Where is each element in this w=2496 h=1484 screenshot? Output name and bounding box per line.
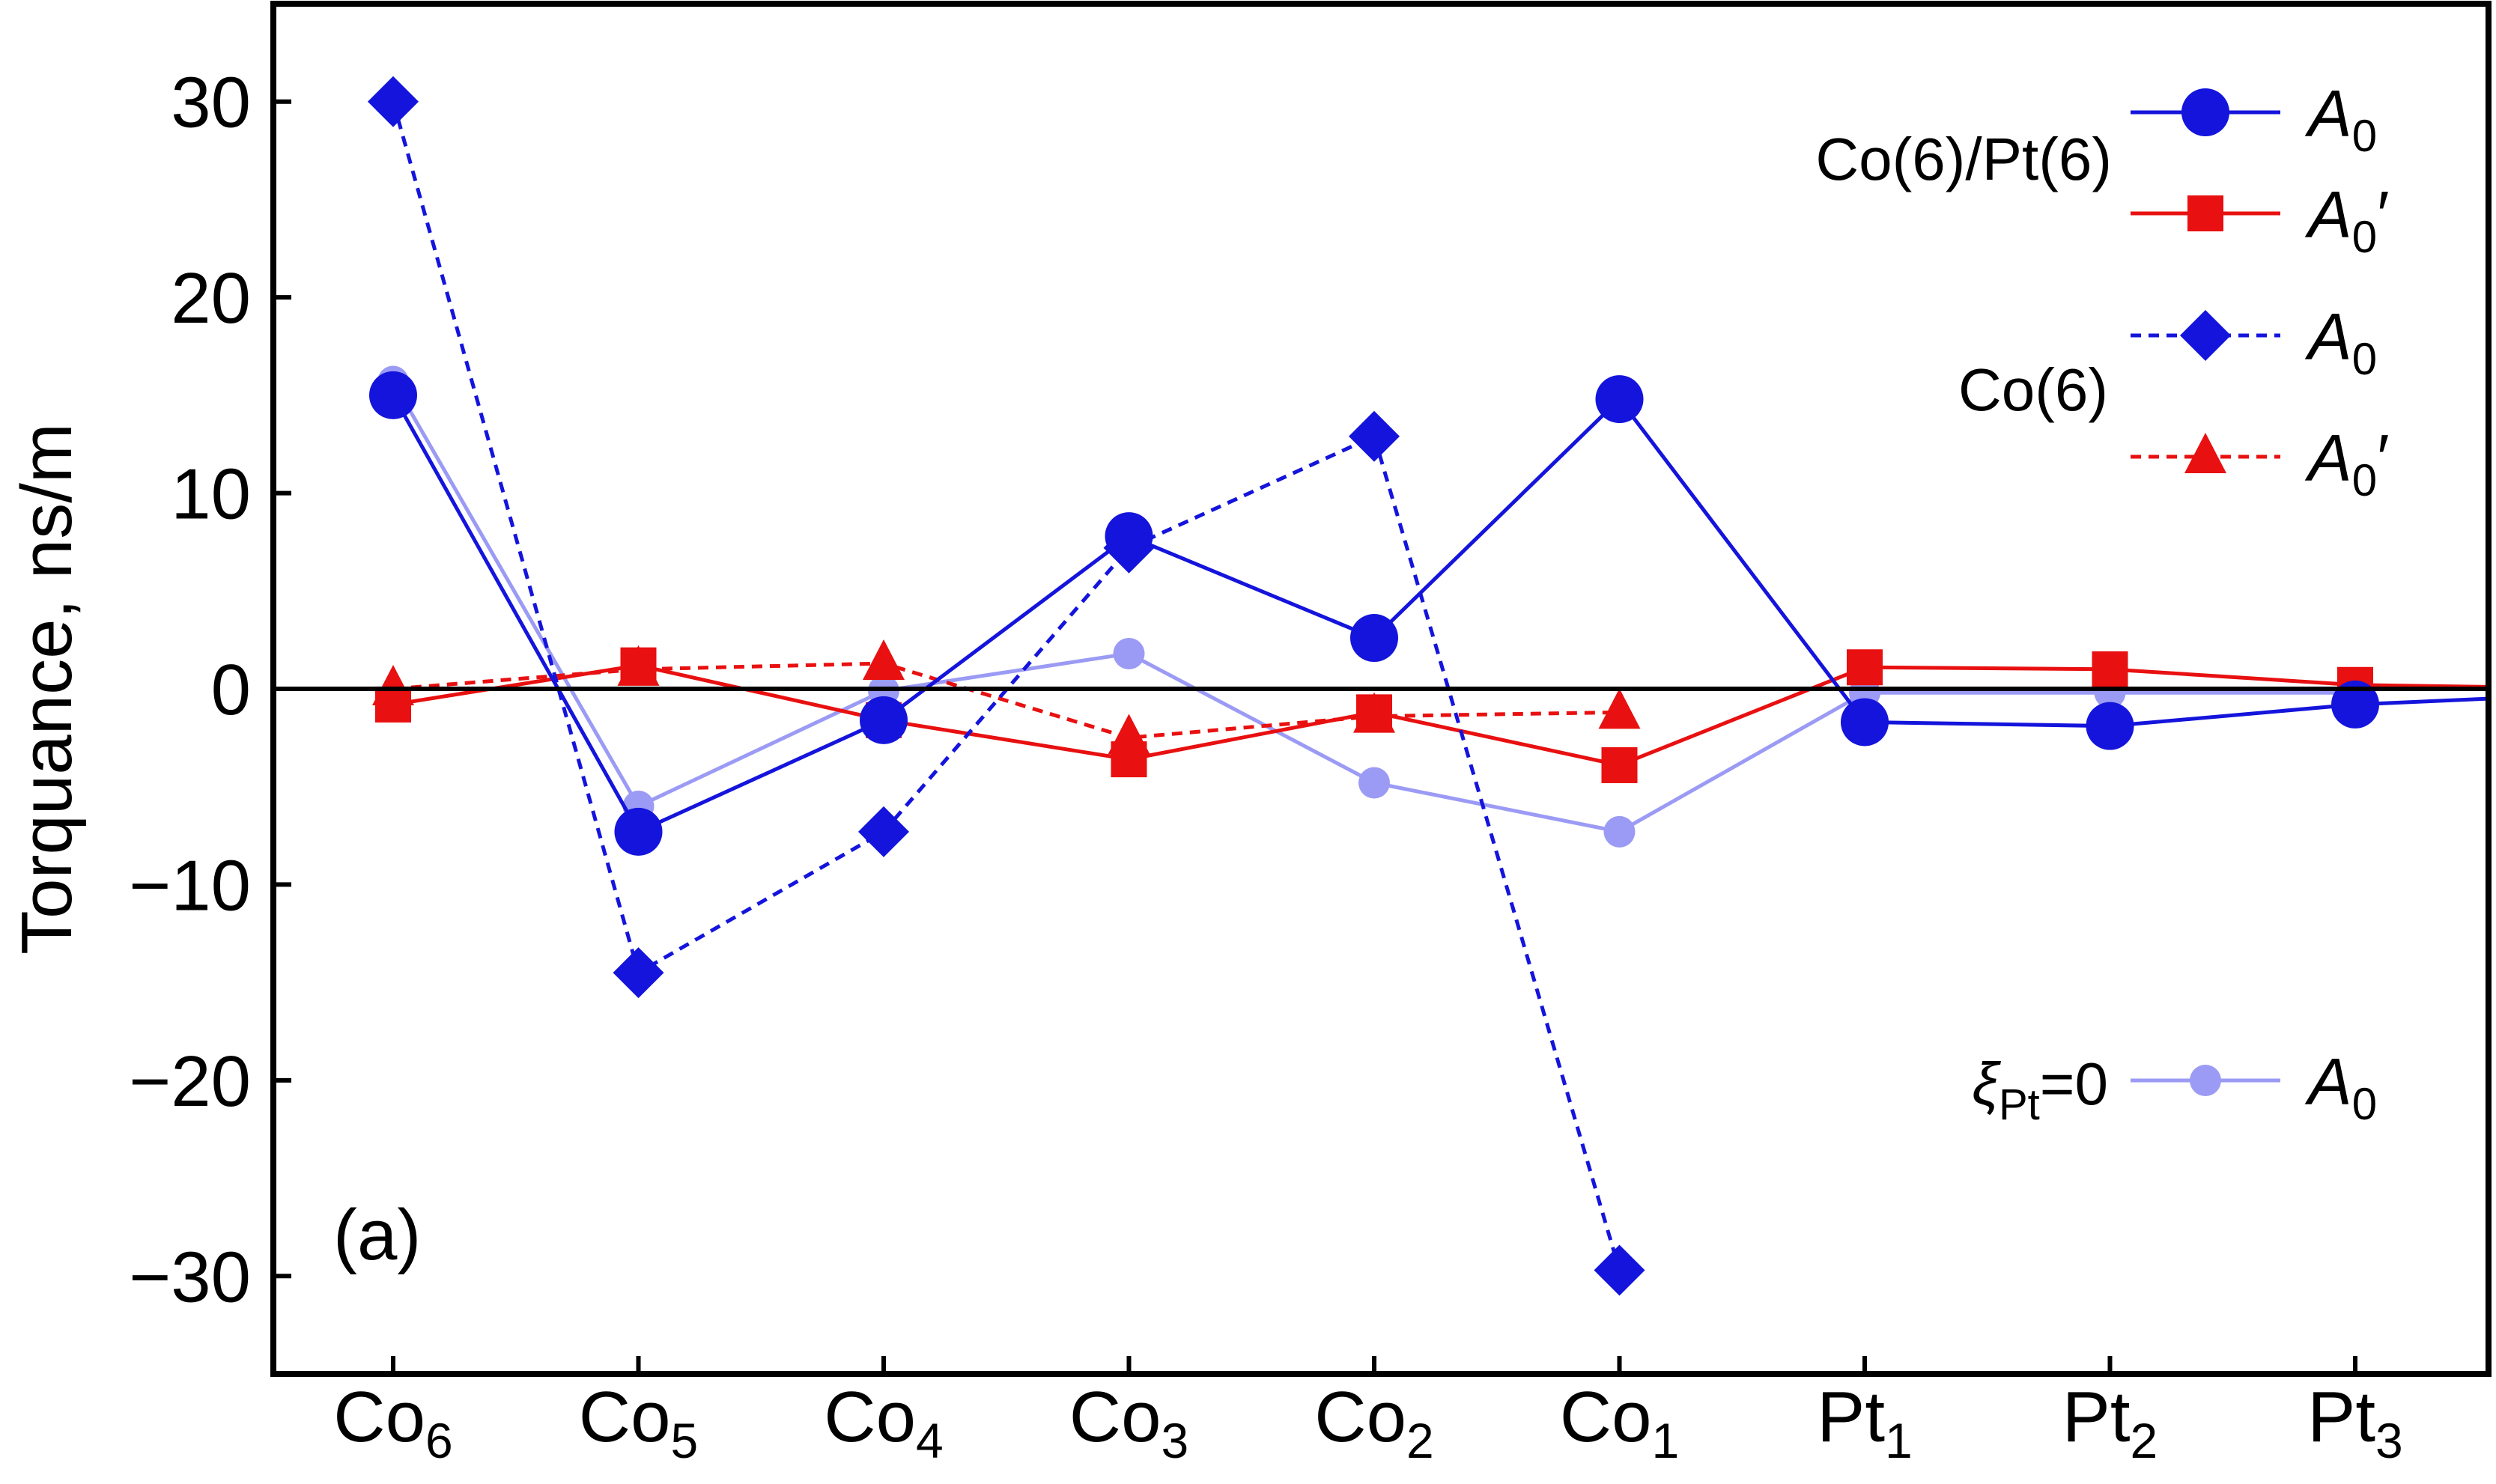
y-tick-label: 10 (171, 454, 251, 535)
legend-marker-XiPt0_A0 (2190, 1065, 2221, 1096)
data-point-CoPt_A0 (2331, 680, 2379, 729)
data-point-XiPt0_A0 (1358, 767, 1390, 799)
y-tick-label: −30 (129, 1237, 251, 1317)
legend-label-XiPt0_A0: A0 (2304, 1044, 2377, 1129)
x-tick-label: Co3 (1069, 1377, 1188, 1468)
data-point-CoPt_A0prime (620, 647, 657, 684)
y-tick-label: −20 (129, 1041, 251, 1122)
series-line-CoPt_A0 (391, 394, 2489, 835)
data-point-CoPt_A0 (1595, 375, 1644, 424)
legend-marker-CoPt_A0prime (2187, 195, 2223, 231)
legend-group-xi-pt-zero: ξPt=0 (1972, 1050, 2108, 1129)
data-point-CoPt_A0 (369, 371, 417, 419)
legend-marker-Co_A0prime (2184, 433, 2226, 473)
legend-label-CoPt_A0: A0 (2304, 76, 2377, 161)
legend-marker-CoPt_A0 (2181, 88, 2229, 136)
axis-layer: 30 20 10 0 −10 −20 −30 Torquance, ns/m Co6 Co5 Co4… (7, 1, 2492, 1468)
y-tick-label: −10 (129, 845, 251, 925)
x-tick-label: Co6 (333, 1377, 452, 1468)
legend-group-cofilm: Co(6) (1958, 356, 2108, 423)
x-tick-label: Co5 (579, 1377, 698, 1468)
legend-marker-Co_A0 (2180, 310, 2231, 361)
data-point-XiPt0_A0 (1113, 637, 1145, 669)
series-line-CoPt_A0prime (392, 663, 2489, 767)
legend-label-Co_A0: A0 (2304, 299, 2377, 384)
data-point-Co_A0 (1349, 410, 1400, 462)
data-point-CoPt_A0prime (1356, 694, 1392, 731)
data-point-Co_A0prime (863, 639, 905, 681)
data-point-Co_A0 (613, 947, 664, 999)
legend-label-CoPt_A0prime: A0′ (2304, 177, 2390, 262)
y-tick-label: 30 (171, 63, 251, 143)
data-point-CoPt_A0prime (1601, 746, 1638, 783)
data-point-Co_A0prime (1598, 688, 1641, 729)
x-tick-label: Co1 (1560, 1377, 1679, 1468)
series-layer (368, 76, 2489, 1296)
series-line-Co_A0 (391, 101, 1621, 1271)
data-point-CoPt_A0prime (1847, 649, 1883, 686)
x-tick-label: Pt2 (2062, 1377, 2158, 1468)
y-axis-label: Torquance, ns/m (7, 423, 87, 955)
legend: A0 A0′ A0 A0′ A0 Co(6)/Pt(6) Co(6) ξPt=0 (1815, 76, 2389, 1129)
data-point-XiPt0_A0 (1603, 815, 1636, 848)
x-tick-label: Co2 (1314, 1377, 1433, 1468)
data-point-CoPt_A0prime (375, 686, 411, 723)
legend-label-Co_A0prime: A0′ (2304, 421, 2390, 505)
x-tick-label: Pt1 (1817, 1377, 1912, 1468)
data-point-CoPt_A0 (2086, 702, 2134, 750)
panel-label: (a) (333, 1195, 421, 1275)
legend-group-cofilm-ptfilm: Co(6)/Pt(6) (1815, 126, 2112, 192)
data-point-Co_A0 (368, 76, 419, 127)
data-point-CoPt_A0prime (2092, 651, 2128, 687)
data-point-CoPt_A0prime (1111, 741, 1147, 778)
data-point-CoPt_A0 (1105, 512, 1153, 561)
data-point-CoPt_A0 (614, 807, 663, 856)
data-point-Co_A0 (1594, 1244, 1645, 1296)
x-tick-label: Pt3 (2307, 1377, 2402, 1468)
data-point-Co_A0 (858, 806, 909, 857)
y-tick-label: 0 (211, 650, 251, 730)
y-tick-label: 20 (171, 258, 251, 338)
x-tick-label: Co4 (824, 1377, 943, 1468)
data-point-CoPt_A0 (860, 696, 908, 744)
data-point-CoPt_A0 (1841, 698, 1889, 746)
data-point-CoPt_A0 (1350, 614, 1398, 663)
